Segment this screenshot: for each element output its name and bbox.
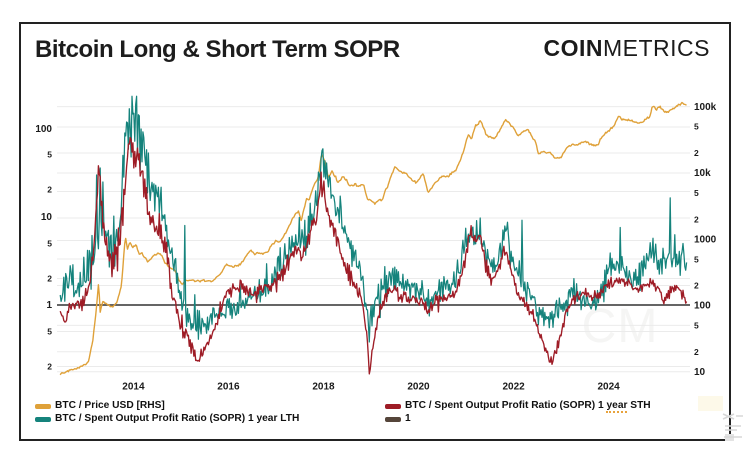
svg-text:2: 2 <box>694 281 699 291</box>
svg-text:2: 2 <box>47 185 52 195</box>
svg-text:100k: 100k <box>694 102 717 113</box>
svg-text:100: 100 <box>35 124 52 135</box>
svg-text:5: 5 <box>694 122 699 132</box>
svg-text:5: 5 <box>694 188 699 198</box>
svg-text:5: 5 <box>47 150 52 160</box>
svg-text:2: 2 <box>694 214 699 224</box>
svg-text:2018: 2018 <box>312 382 335 393</box>
svg-text:2020: 2020 <box>407 382 430 393</box>
svg-text:5: 5 <box>47 239 52 249</box>
svg-text:2022: 2022 <box>502 382 525 393</box>
svg-text:5: 5 <box>47 327 52 337</box>
svg-text:2014: 2014 <box>122 382 145 393</box>
svg-text:2024: 2024 <box>597 382 620 393</box>
svg-text:2: 2 <box>47 274 52 284</box>
svg-text:CM: CM <box>582 300 659 353</box>
svg-text:1: 1 <box>46 300 52 311</box>
svg-text:2: 2 <box>694 148 699 158</box>
svg-text:1000: 1000 <box>694 234 717 245</box>
svg-text:2016: 2016 <box>217 382 240 393</box>
svg-text:10: 10 <box>694 367 706 378</box>
svg-text:5: 5 <box>694 254 699 264</box>
svg-text:10k: 10k <box>694 168 711 179</box>
svg-text:2: 2 <box>47 362 52 372</box>
svg-text:10: 10 <box>41 212 53 223</box>
svg-text:100: 100 <box>694 301 711 312</box>
svg-text:5: 5 <box>694 321 699 331</box>
svg-text:2: 2 <box>694 347 699 357</box>
